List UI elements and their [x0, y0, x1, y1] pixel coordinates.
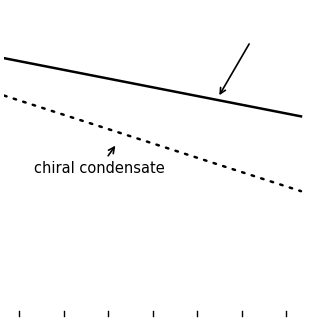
Text: chiral condensate: chiral condensate — [34, 147, 164, 176]
